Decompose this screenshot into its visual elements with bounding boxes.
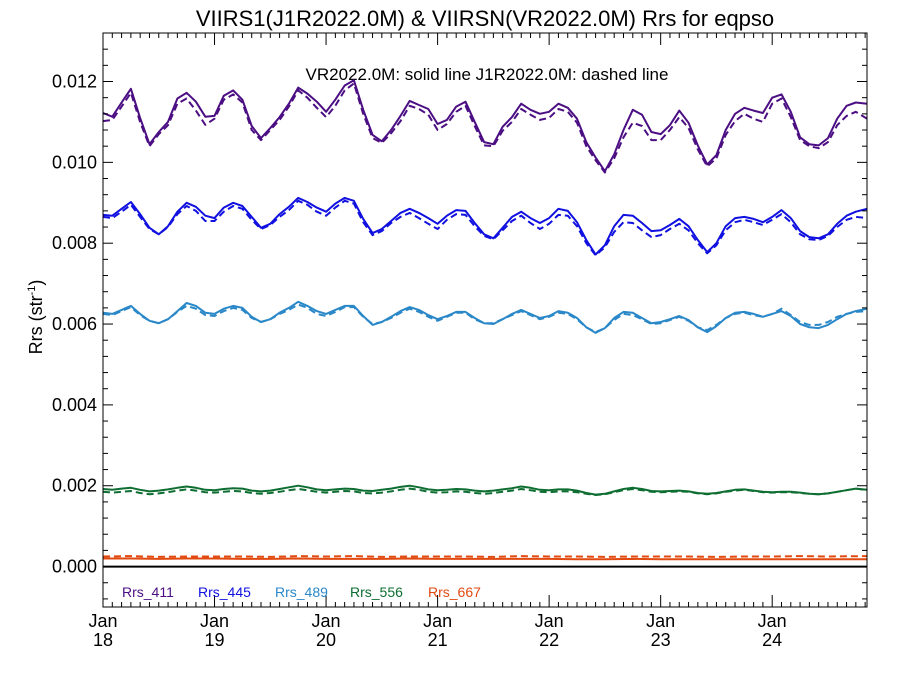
plot-frame xyxy=(102,32,868,608)
plot-area xyxy=(102,79,868,568)
legend-entry-rrs-556: Rrs_556 xyxy=(350,584,403,600)
legend-entry-rrs-489: Rrs_489 xyxy=(275,584,328,600)
series-rrs-667-solid-line xyxy=(103,557,867,561)
y-tick-label: 0.004 xyxy=(52,395,97,415)
y-axis-label-main: Rrs (str xyxy=(26,295,46,354)
series-rrs-489-solid-line xyxy=(102,300,868,334)
line-style-annotation: VR2022.0M: solid line J1R2022.0M: dashed… xyxy=(306,65,669,84)
y-axis-label-superscript: -1 xyxy=(26,286,38,296)
legend-entry-rrs-667: Rrs_667 xyxy=(428,584,481,600)
series-rrs-445-solid-line xyxy=(102,196,868,256)
y-tick-label: 0.000 xyxy=(52,557,97,577)
y-tick-label: 0.012 xyxy=(52,72,97,92)
x-tick-label-month: Jan xyxy=(646,611,675,631)
y-tick-label: 0.008 xyxy=(52,233,97,253)
x-tick-label-year: 23 xyxy=(651,630,671,650)
x-tick-label-year: 18 xyxy=(93,630,113,650)
chart-title: VIIRS1(J1R2022.0M) & VIIRSN(VR2022.0M) R… xyxy=(196,6,774,31)
series-rrs-411-solid-line xyxy=(102,79,868,173)
x-tick-label-year: 19 xyxy=(205,630,225,650)
y-axis-label-close: ) xyxy=(26,280,46,286)
legend: Rrs_411 Rrs_445 Rrs_489 Rrs_556 Rrs_667 xyxy=(122,584,481,600)
x-tick-label-month: Jan xyxy=(312,611,341,631)
x-tick-label-year: 21 xyxy=(428,630,448,650)
x-tick-label-month: Jan xyxy=(200,611,229,631)
series-rrs-667-dashed-line xyxy=(102,555,868,558)
series-rrs-411-dashed-line xyxy=(102,82,868,174)
axes: 0.0000.0020.0040.0060.0080.0100.012Jan18… xyxy=(52,32,868,650)
x-tick-label-year: 20 xyxy=(316,630,336,650)
y-tick-label: 0.010 xyxy=(52,152,97,172)
series-rrs-556-solid-line xyxy=(102,484,868,496)
legend-entry-rrs-411: Rrs_411 xyxy=(122,584,174,600)
x-tick-label-year: 24 xyxy=(762,630,782,650)
x-tick-label-month: Jan xyxy=(88,611,117,631)
x-tick-label-month: Jan xyxy=(535,611,564,631)
y-tick-label: 0.002 xyxy=(52,476,97,496)
y-axis-label: Rrs (str-1) xyxy=(26,280,46,355)
x-tick-label-year: 22 xyxy=(539,630,559,650)
series-rrs-489-dashed-line xyxy=(102,303,868,334)
series-rrs-445-dashed-line xyxy=(102,199,868,257)
x-tick-label-month: Jan xyxy=(758,611,787,631)
x-tick-label-month: Jan xyxy=(423,611,452,631)
legend-entry-rrs-445: Rrs_445 xyxy=(198,584,251,600)
y-tick-label: 0.006 xyxy=(52,314,97,334)
